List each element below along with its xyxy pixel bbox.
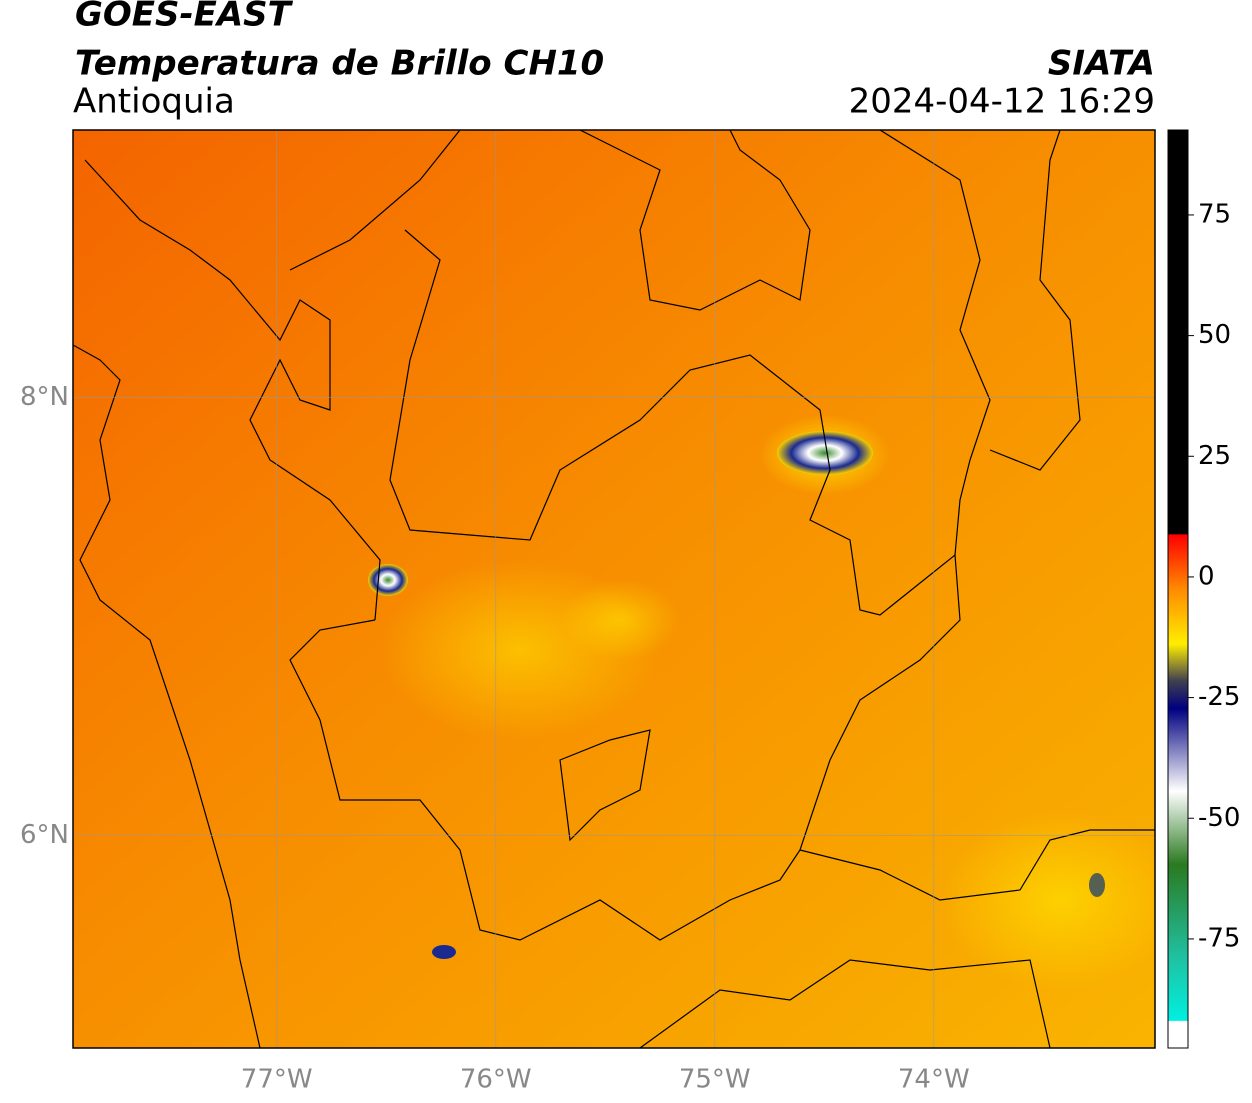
y-tick-label: 8°N — [20, 382, 69, 412]
colorbar-tick-label: 0 — [1198, 561, 1215, 591]
coastline — [73, 344, 261, 1048]
colorbar-tick-label: -25 — [1198, 682, 1240, 712]
colorbar — [1167, 129, 1189, 1049]
cloud-top — [777, 431, 873, 475]
colorbar-tick-label: 25 — [1198, 441, 1231, 471]
map — [73, 130, 1155, 1048]
coastline — [84, 159, 381, 621]
colorbar-tick-label: -75 — [1198, 923, 1240, 953]
cloud-top — [432, 945, 456, 959]
colorbar-tick-label: -50 — [1198, 803, 1240, 833]
title: GOES-EAST — [75, 0, 294, 35]
region: Antioquia — [73, 82, 235, 122]
timestamp: 2024-04-12 16:29 — [849, 82, 1155, 122]
department-border — [989, 130, 1081, 471]
subtitle: Temperatura de Brillo CH10 — [75, 44, 604, 84]
warm-area — [560, 580, 680, 660]
y-tick-label: 6°N — [20, 820, 69, 850]
grid — [73, 130, 1155, 1048]
department-border — [879, 130, 991, 556]
x-tick-label: 76°W — [460, 1065, 532, 1095]
department-border — [799, 829, 1155, 901]
cloud-top — [1089, 873, 1105, 897]
colorbar-tick-label: 75 — [1198, 199, 1231, 229]
map-frame — [72, 129, 1156, 1049]
source: SIATA — [1048, 44, 1155, 84]
warm-area — [940, 810, 1155, 990]
coastline — [289, 130, 461, 271]
department-border — [559, 729, 651, 842]
x-tick-label: 77°W — [241, 1065, 313, 1095]
department-border — [639, 959, 1051, 1048]
department-border — [289, 229, 961, 941]
x-tick-label: 75°W — [679, 1065, 751, 1095]
department-border — [579, 130, 811, 311]
colorbar-tick-label: 50 — [1198, 320, 1231, 350]
x-tick-label: 74°W — [898, 1065, 970, 1095]
cloud-top — [368, 564, 408, 596]
